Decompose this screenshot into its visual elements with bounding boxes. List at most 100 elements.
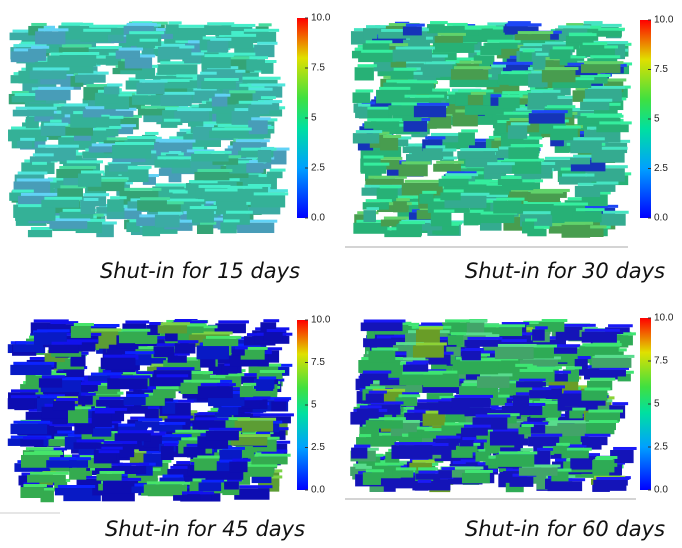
voxel-top	[157, 374, 189, 377]
voxel-front	[165, 24, 178, 33]
voxel-front	[251, 457, 287, 465]
voxel-front	[396, 224, 422, 236]
voxel-top	[572, 408, 585, 411]
voxel-top	[430, 21, 448, 24]
voxel-top	[30, 472, 69, 475]
voxel-front	[363, 210, 376, 222]
voxel-front	[212, 97, 228, 107]
voxel-top	[238, 418, 276, 421]
voxel-top	[363, 371, 391, 374]
voxel-front	[468, 95, 483, 105]
voxel-front	[92, 428, 111, 436]
voxel-top	[159, 140, 195, 143]
voxel-top	[366, 40, 393, 43]
voxel-top	[438, 33, 466, 36]
voxel-front	[194, 172, 229, 180]
voxel-front	[153, 389, 176, 398]
voxel-top	[405, 95, 445, 98]
voxel-top	[603, 211, 629, 214]
colorbar-tick-label: 5	[654, 114, 660, 125]
voxel-top	[204, 54, 233, 57]
voxel-top	[535, 326, 548, 329]
voxel-front	[462, 473, 490, 483]
voxel-top	[109, 116, 123, 119]
voxel-top	[454, 66, 491, 69]
voxel-front	[368, 351, 395, 363]
voxel-front	[461, 428, 488, 436]
colorbar-tick-label: 0.0	[654, 485, 668, 496]
voxel-top	[587, 115, 624, 118]
voxel-front	[35, 90, 70, 101]
voxel-front	[377, 188, 398, 200]
voxel-front	[458, 132, 475, 145]
voxel-top	[467, 337, 502, 340]
voxel-front	[232, 349, 245, 355]
voxel-front	[393, 49, 432, 61]
voxel-top	[426, 145, 446, 148]
voxel-front	[416, 330, 440, 343]
voxel-top	[371, 348, 398, 351]
voxel-top	[523, 49, 535, 52]
voxel-top	[465, 470, 493, 473]
voxel-front	[380, 138, 398, 151]
voxel-front	[191, 154, 228, 162]
voxel-top	[84, 198, 99, 201]
voxel-top	[366, 25, 380, 28]
voxel-top	[461, 129, 478, 132]
voxel-front	[518, 427, 530, 434]
voxel-front	[593, 185, 615, 192]
voxel-front	[71, 326, 91, 338]
voxel-top	[38, 28, 68, 31]
colorbar-tick-label: 10.0	[311, 315, 331, 326]
voxel-front	[550, 49, 571, 59]
voxel-front	[365, 179, 404, 185]
voxel-front	[358, 53, 396, 62]
voxel-front	[586, 423, 614, 434]
voxel-top	[412, 460, 435, 463]
voxel-front	[428, 116, 451, 129]
voxel-render	[351, 21, 632, 238]
voxel-front	[39, 378, 62, 387]
voxel-render	[8, 21, 289, 237]
voxel-front	[533, 56, 546, 70]
voxel-top	[454, 395, 493, 398]
voxel-top	[91, 373, 122, 376]
voxel-front	[439, 179, 469, 187]
voxel-top	[436, 161, 464, 164]
voxel-top	[397, 80, 437, 83]
voxel-front	[49, 345, 79, 353]
voxel-front	[201, 81, 236, 89]
voxel-top	[406, 24, 425, 27]
voxel-front	[161, 122, 178, 128]
voxel-top	[259, 376, 276, 379]
voxel-front	[218, 407, 238, 415]
colorbar-tick-label: 2.5	[311, 442, 325, 453]
voxel-front	[440, 192, 460, 200]
voxel-top	[396, 46, 435, 49]
voxel-top	[260, 370, 285, 373]
voxel-front	[154, 159, 190, 167]
voxel-top	[379, 87, 410, 90]
voxel-front	[517, 372, 551, 379]
voxel-top	[531, 434, 562, 437]
voxel-top	[243, 397, 262, 400]
voxel-front	[95, 93, 118, 103]
voxel-top	[157, 343, 178, 346]
voxel-front	[116, 51, 140, 59]
voxel-front	[542, 70, 576, 82]
voxel-top	[419, 327, 443, 330]
voxel-front	[522, 222, 534, 234]
voxel-top	[499, 451, 538, 454]
voxel-top	[443, 189, 463, 192]
voxel-top	[74, 323, 94, 326]
voxel-front	[41, 126, 66, 136]
colorbar-tick-label: 10.0	[654, 15, 674, 26]
voxel-front	[229, 462, 247, 473]
voxel-front	[433, 164, 461, 172]
voxel-top	[31, 23, 46, 26]
voxel-top	[465, 348, 484, 351]
voxel-top	[247, 83, 285, 86]
voxel-top	[249, 56, 268, 59]
voxel-front	[17, 141, 32, 148]
voxel-front	[96, 400, 124, 407]
